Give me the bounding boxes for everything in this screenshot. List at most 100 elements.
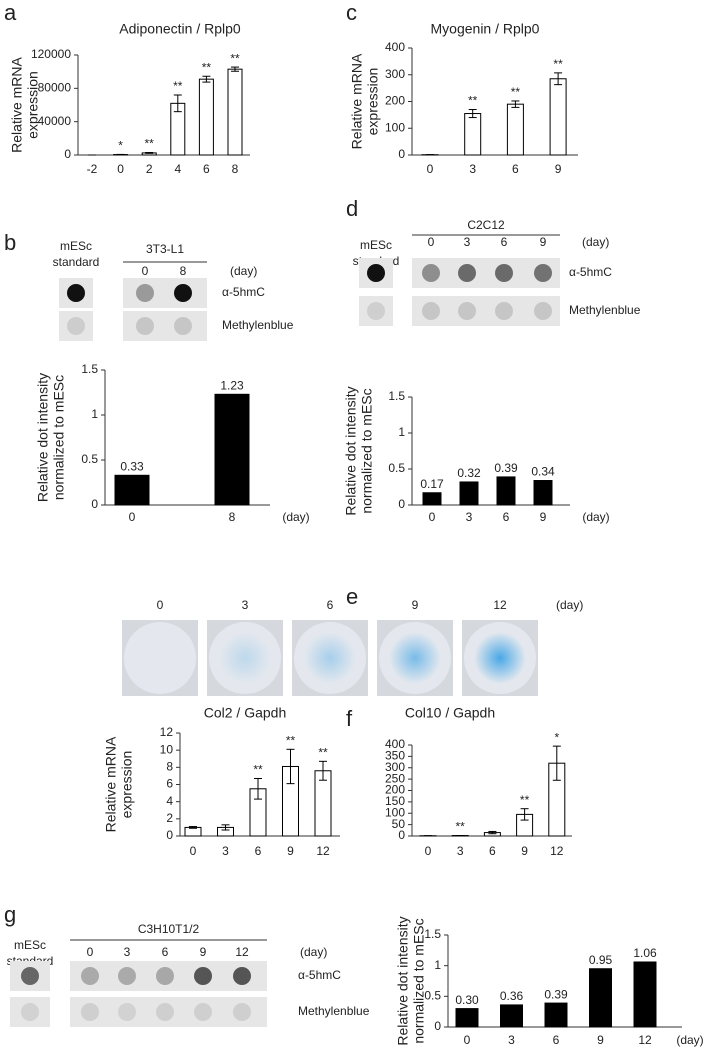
blot-dot — [233, 967, 251, 985]
error-bar — [173, 94, 182, 113]
x-tick-label: 0 — [190, 844, 197, 858]
error-bar — [145, 152, 154, 154]
x-tick-label: 0 — [425, 844, 432, 858]
x-tick-label: 8 — [229, 510, 236, 524]
day-label: 0 — [142, 264, 149, 278]
significance: ** — [318, 745, 328, 759]
y-tick-label: 4 — [166, 794, 173, 808]
significance: ** — [173, 79, 183, 93]
y-tick-label: 0 — [91, 497, 98, 511]
blot-dot — [174, 317, 192, 335]
day-label: 9 — [540, 235, 547, 249]
blot-dot — [174, 284, 192, 302]
y-axis-label: Relative dot intensity — [343, 386, 359, 515]
bar — [633, 961, 657, 1028]
x-tick-label: 0 — [429, 510, 436, 524]
y-tick-label: 200 — [385, 783, 405, 797]
blot-dot — [367, 302, 385, 320]
bar — [464, 113, 482, 156]
y-tick-label: 8 — [166, 760, 173, 774]
y-tick-label: 12 — [160, 725, 174, 739]
day-label: 0 — [157, 598, 164, 612]
y-tick-label: 0 — [166, 828, 173, 842]
error-bar — [488, 830, 497, 835]
blot-dot — [67, 317, 85, 335]
x-tick-label: 12 — [316, 844, 330, 858]
x-tick-label: 6 — [503, 510, 510, 524]
significance: ** — [511, 85, 521, 99]
blot-dot — [495, 302, 513, 320]
blot-dot — [233, 1003, 251, 1021]
x-tick-label: 9 — [521, 844, 528, 858]
y-tick-label: 100 — [385, 120, 405, 134]
blot-dot — [367, 264, 385, 282]
y-tick-label: 300 — [385, 67, 405, 81]
y-tick-label: 350 — [385, 749, 405, 763]
y-axis-label: Relative mRNA — [103, 736, 119, 832]
panel-label: b — [4, 230, 16, 255]
value-label: 0.17 — [420, 477, 444, 491]
x-tick-label: -2 — [87, 162, 98, 176]
y-tick-label: 100 — [385, 805, 405, 819]
x-tick-label: 0 — [427, 162, 434, 176]
x-tick-label: 3 — [466, 510, 473, 524]
blot-dot — [495, 264, 513, 282]
bar — [544, 1002, 568, 1028]
day-label: 8 — [180, 264, 187, 278]
panel-label: g — [4, 902, 16, 927]
y-tick-label: 6 — [166, 777, 173, 791]
bar — [455, 1008, 479, 1028]
x-tick-label: 0 — [464, 1033, 471, 1047]
day-label: 6 — [162, 945, 169, 959]
panel-label: f — [346, 706, 353, 731]
x-tick-label: 9 — [555, 162, 562, 176]
y-tick-label: 0.5 — [81, 452, 98, 466]
row-label: Methylenblue — [569, 303, 641, 317]
x-tick-label: 6 — [203, 162, 210, 176]
group-label: C3H10T1/2 — [138, 922, 200, 936]
panel-label: c — [346, 0, 357, 25]
day-label: 9 — [412, 598, 419, 612]
y-tick-label: 80000 — [38, 81, 72, 95]
y-tick-label: 0 — [398, 147, 405, 161]
significance: ** — [253, 763, 263, 777]
bar — [506, 103, 524, 156]
x-tick-label: 9 — [597, 1033, 604, 1047]
y-tick-label: 1.5 — [388, 389, 405, 403]
chart-title: Adiponectin / Rplp0 — [119, 21, 241, 37]
blot-dot — [194, 1003, 212, 1021]
blot-dot — [534, 302, 552, 320]
error-bar — [231, 66, 239, 72]
blot-dot — [458, 302, 476, 320]
error-bar — [552, 745, 561, 781]
significance: ** — [456, 820, 466, 834]
x-tick-label: 9 — [287, 844, 294, 858]
error-bar — [286, 748, 295, 785]
y-tick-label: 0 — [64, 147, 71, 161]
x-tick-label: 12 — [550, 844, 564, 858]
standard-label: mESc — [360, 238, 392, 252]
row-label: α-5hmC — [222, 285, 265, 299]
y-tick-label: 1 — [398, 425, 405, 439]
bar — [496, 476, 516, 506]
y-tick-label: 0.5 — [388, 461, 405, 475]
y-tick-label: 1 — [434, 958, 441, 972]
bar — [114, 474, 150, 506]
day-label: 3 — [124, 945, 131, 959]
chart-title: Col10 / Gapdh — [405, 705, 495, 721]
x-tick-label: 3 — [508, 1033, 515, 1047]
error-bar — [468, 109, 477, 119]
day-label: 12 — [493, 598, 507, 612]
x-tick-label: 3 — [222, 844, 229, 858]
y-axis-label: normalized to mESc — [51, 375, 67, 500]
day-label: 3 — [242, 598, 249, 612]
blot-dot — [194, 967, 212, 985]
stain — [304, 632, 356, 684]
blot-strip — [123, 311, 207, 341]
day-label: 0 — [428, 235, 435, 249]
blot-dot — [136, 317, 154, 335]
blot-dot — [21, 1003, 39, 1021]
y-axis-label: Relative dot intensity — [395, 916, 411, 1045]
blot-dot — [422, 264, 440, 282]
group-label: 3T3-L1 — [146, 242, 184, 256]
